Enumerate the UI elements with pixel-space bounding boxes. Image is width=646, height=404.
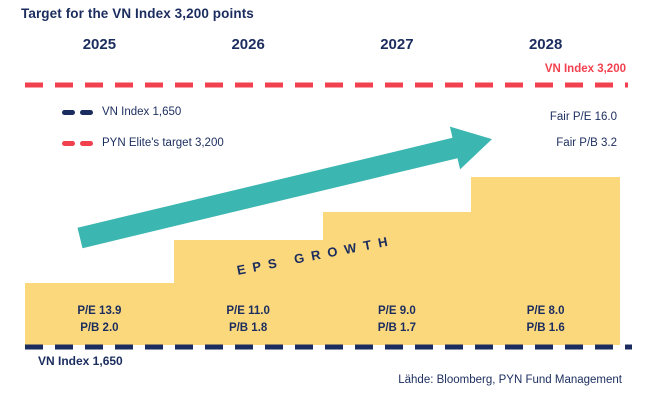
ratio-cell-2027: P/E 9.0 P/B 1.7 <box>323 303 472 337</box>
pe-label-2027: P/E 9.0 <box>378 305 416 317</box>
red-dash-icon <box>80 140 93 146</box>
legend-item-vn-index: VN Index 1,650 <box>62 105 224 119</box>
bar-2028 <box>471 177 620 345</box>
pb-label-2026: P/B 1.8 <box>228 322 268 334</box>
legend-item-target: PYN Elite's target 3,200 <box>62 136 224 150</box>
year-label-2025: 2025 <box>82 36 117 53</box>
pe-label-2025: P/E 13.9 <box>77 305 122 317</box>
fair-pb-label: Fair P/B 3.2 <box>556 137 617 149</box>
pb-label-2028: P/B 1.6 <box>526 322 565 334</box>
ratio-cell-2026: P/E 11.0 P/B 1.8 <box>174 303 323 337</box>
red-dash-icon <box>62 140 75 146</box>
year-axis: 2025 2026 2027 2028 <box>25 36 620 56</box>
legend-label-vn-index: VN Index 1,650 <box>102 106 182 118</box>
ratio-cell-2025: P/E 13.9 P/B 2.0 <box>25 303 174 337</box>
fair-value-labels: Fair P/E 16.0 Fair P/B 3.2 <box>550 111 617 163</box>
chart-title: Target for the VN Index 3,200 points <box>21 6 254 21</box>
ratio-labels-row: P/E 13.9 P/B 2.0 P/E 11.0 P/B 1.8 P/E 9.… <box>25 303 620 337</box>
pb-label-2025: P/B 2.0 <box>80 322 119 334</box>
year-label-2026: 2026 <box>231 36 265 53</box>
pe-label-2026: P/E 11.0 <box>226 305 270 317</box>
year-label-2028: 2028 <box>528 36 563 53</box>
bar-2025 <box>25 283 174 345</box>
navy-dash-icon <box>80 109 93 115</box>
legend-label-target: PYN Elite's target 3,200 <box>102 137 224 149</box>
legend: VN Index 1,650 PYN Elite's target 3,200 <box>62 105 224 167</box>
fair-pe-label: Fair P/E 16.0 <box>549 111 617 123</box>
pe-label-2028: P/E 8.0 <box>526 305 565 317</box>
ratio-cell-2028: P/E 8.0 P/B 1.6 <box>471 303 620 337</box>
target-line-label: VN Index 3,200 <box>544 63 626 75</box>
pb-label-2027: P/B 1.7 <box>377 322 417 334</box>
baseline-label: VN Index 1,650 <box>38 354 123 368</box>
bar-2026 <box>173 240 323 345</box>
navy-dash-icon <box>62 109 75 115</box>
source-caption: Lähde: Bloomberg, PYN Fund Management <box>398 374 622 386</box>
year-label-2027: 2027 <box>380 36 414 53</box>
